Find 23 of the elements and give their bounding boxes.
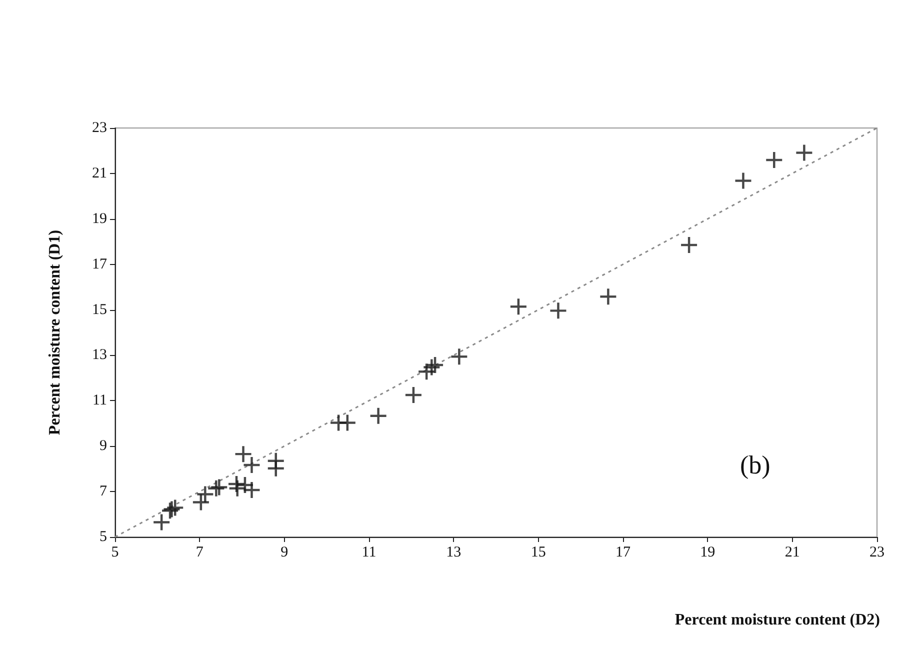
x-tick-label: 21 — [784, 544, 800, 560]
x-tick-label: 15 — [530, 544, 546, 560]
y-tick-label: 11 — [92, 392, 107, 409]
y-tick-label: 19 — [92, 210, 107, 227]
annotation: (b) — [740, 450, 770, 480]
x-tick-label: 17 — [616, 544, 631, 560]
x-tick-label: 9 — [280, 544, 288, 560]
x-tick-label: 7 — [196, 544, 204, 560]
x-axis-title: Percent moisture content (D2) — [674, 612, 880, 628]
y-tick-label: 7 — [100, 484, 108, 500]
y-axis-title: Percent moisture content (D1) — [46, 230, 64, 436]
x-tick-label: 19 — [700, 544, 716, 560]
y-tick-label: 23 — [92, 120, 107, 136]
y-tick-label: 5 — [100, 529, 107, 545]
x-tick-label: 5 — [111, 544, 119, 560]
y-tick-label: 21 — [92, 165, 107, 182]
y-tick-label: 17 — [92, 256, 108, 272]
x-tick-label: 23 — [870, 544, 884, 560]
y-tick-label: 13 — [92, 347, 107, 364]
y-tick-label: 15 — [92, 302, 107, 318]
x-tick-label: 13 — [446, 544, 462, 560]
y-tick-label: 9 — [100, 438, 107, 454]
x-tick-label: 11 — [362, 544, 376, 560]
